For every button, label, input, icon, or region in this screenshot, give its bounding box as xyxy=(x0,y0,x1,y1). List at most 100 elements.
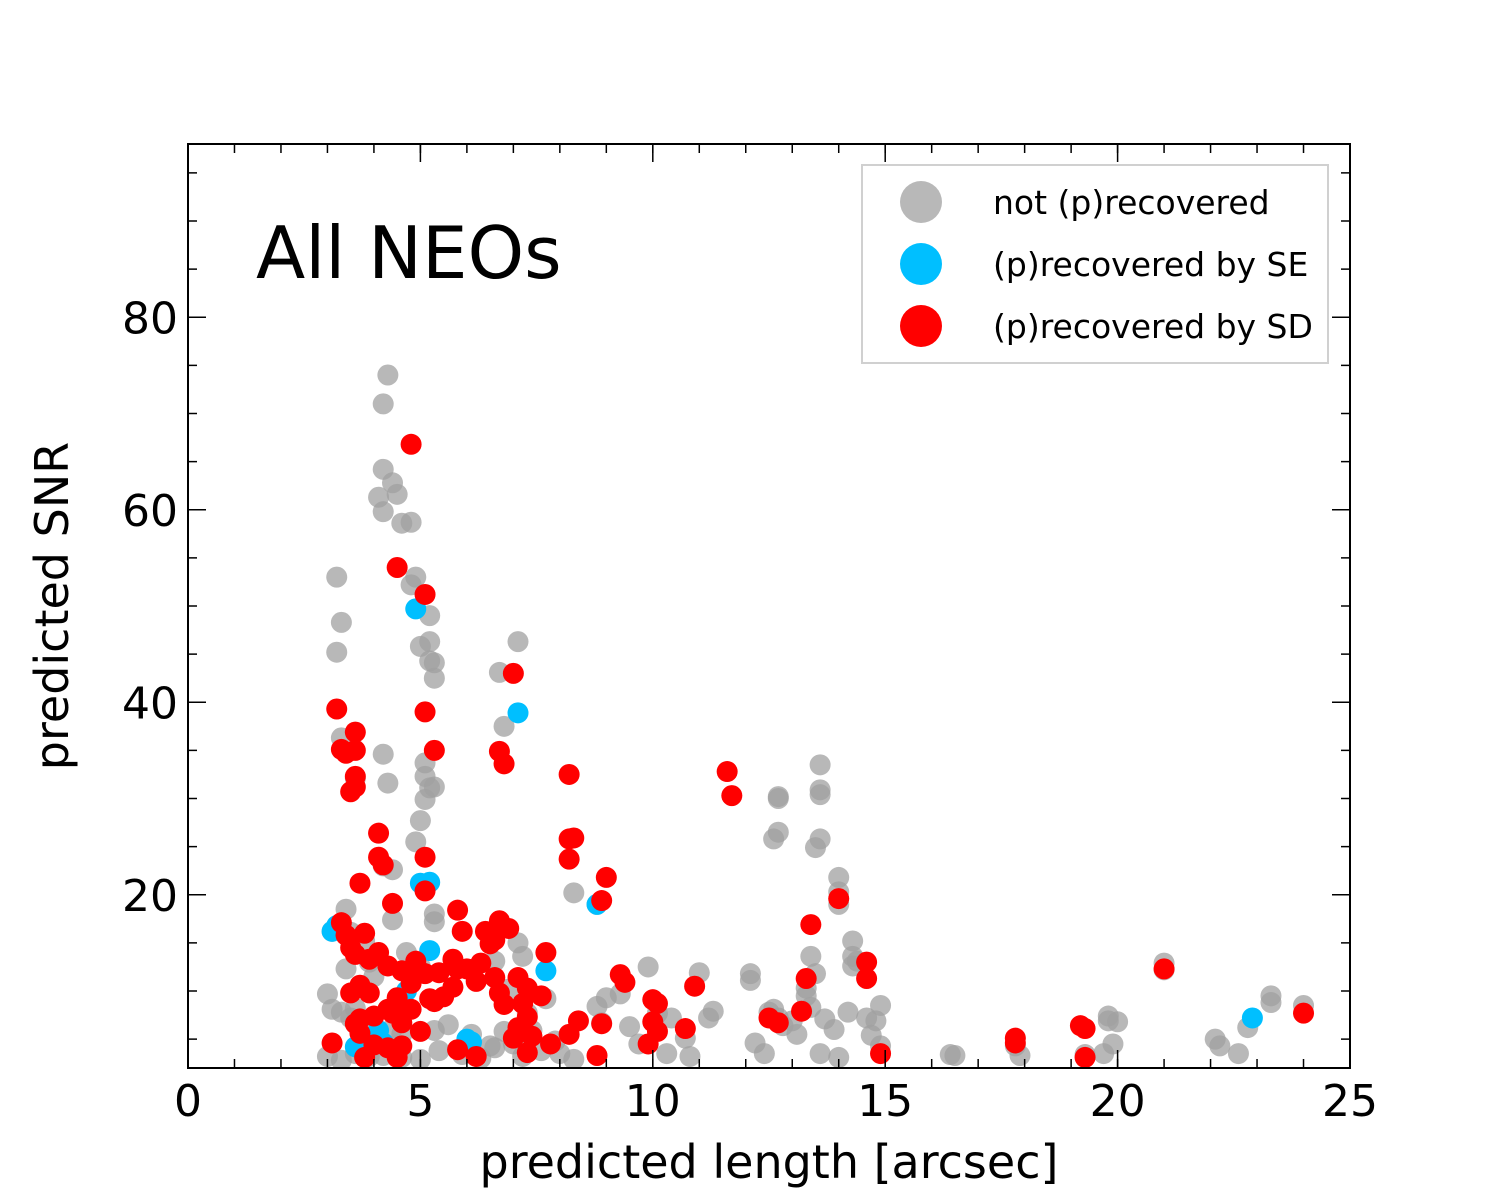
data-point-series-0 xyxy=(563,1048,585,1068)
data-point-series-2 xyxy=(451,920,473,942)
data-point-series-0 xyxy=(763,828,785,850)
y-tick-label: 20 xyxy=(122,871,178,922)
data-point-series-2 xyxy=(1153,958,1175,980)
data-point-series-0 xyxy=(619,1016,641,1038)
data-point-series-2 xyxy=(414,846,436,868)
data-point-series-0 xyxy=(326,641,348,663)
data-point-series-2 xyxy=(340,781,362,803)
data-point-series-0 xyxy=(837,1001,859,1023)
data-point-series-0 xyxy=(409,810,431,832)
data-point-series-2 xyxy=(326,698,348,720)
data-point-series-1 xyxy=(535,960,557,982)
legend-label-not-recovered: not (p)recovered xyxy=(993,183,1270,222)
data-point-series-2 xyxy=(674,1018,696,1040)
data-point-series-2 xyxy=(716,761,738,783)
data-point-series-0 xyxy=(484,1037,506,1059)
data-point-series-2 xyxy=(767,1012,789,1034)
data-point-series-2 xyxy=(828,888,850,910)
y-axis-title: predicted SNR xyxy=(25,442,79,770)
data-point-series-2 xyxy=(795,967,817,989)
points-layer xyxy=(316,364,1315,1068)
data-point-series-2 xyxy=(465,970,487,992)
data-point-series-2 xyxy=(502,662,524,684)
data-point-series-2 xyxy=(721,785,743,807)
data-point-series-2 xyxy=(870,1043,892,1065)
data-point-series-0 xyxy=(870,994,892,1016)
data-point-series-2 xyxy=(591,890,613,912)
data-point-series-0 xyxy=(512,945,534,967)
y-tick-label: 60 xyxy=(122,486,178,537)
data-point-series-0 xyxy=(679,1045,701,1067)
data-point-series-0 xyxy=(423,776,445,798)
data-point-series-2 xyxy=(646,993,668,1015)
data-point-series-2 xyxy=(465,1045,487,1067)
data-point-series-2 xyxy=(382,892,404,914)
data-point-series-2 xyxy=(637,1033,659,1055)
data-point-series-0 xyxy=(739,969,761,991)
data-point-series-0 xyxy=(377,364,399,386)
ticks-layer: 0 5 10 15 20 25 20 40 60 80 xyxy=(122,144,1378,1127)
data-point-series-0 xyxy=(1209,1035,1231,1057)
data-point-series-2 xyxy=(354,922,376,944)
data-point-series-1 xyxy=(507,702,529,724)
x-axis-title: predicted length [arcsec] xyxy=(480,1135,1059,1189)
data-point-series-0 xyxy=(809,754,831,776)
data-point-series-2 xyxy=(493,753,515,775)
data-point-series-2 xyxy=(354,1046,376,1068)
data-point-series-2 xyxy=(349,974,371,996)
data-point-series-0 xyxy=(944,1044,966,1066)
data-point-series-2 xyxy=(856,951,878,973)
data-point-series-0 xyxy=(809,1043,831,1065)
data-point-series-2 xyxy=(800,914,822,936)
data-point-series-2 xyxy=(447,899,469,921)
data-point-series-0 xyxy=(423,667,445,689)
data-point-series-2 xyxy=(558,848,580,870)
data-point-series-0 xyxy=(507,631,529,653)
data-point-series-0 xyxy=(767,788,789,809)
data-point-series-0 xyxy=(823,1019,845,1040)
data-point-series-2 xyxy=(479,933,501,955)
x-tick-label: 15 xyxy=(857,1076,913,1127)
data-point-series-2 xyxy=(1074,1046,1096,1068)
data-point-series-0 xyxy=(428,1040,450,1062)
data-point-series-2 xyxy=(595,866,617,888)
data-point-series-0 xyxy=(377,772,399,794)
legend-label-recovered-sd: (p)recovered by SD xyxy=(993,307,1313,346)
data-point-series-2 xyxy=(502,1027,524,1049)
data-point-series-0 xyxy=(804,837,826,859)
data-point-series-0 xyxy=(372,501,394,523)
data-point-series-0 xyxy=(656,1043,678,1065)
data-point-series-2 xyxy=(535,942,557,963)
data-point-series-2 xyxy=(558,763,580,785)
legend-marker-recovered-sd xyxy=(900,305,942,347)
data-point-series-2 xyxy=(414,880,436,902)
data-point-series-2 xyxy=(791,1000,813,1022)
data-point-series-0 xyxy=(1260,992,1282,1014)
data-point-series-0 xyxy=(372,743,394,765)
data-point-series-2 xyxy=(391,1035,413,1057)
data-point-series-2 xyxy=(447,958,469,980)
data-point-series-2 xyxy=(414,701,436,723)
data-point-series-2 xyxy=(349,872,371,894)
data-point-series-0 xyxy=(1093,1043,1115,1065)
x-tick-label: 10 xyxy=(625,1076,681,1127)
data-point-series-2 xyxy=(409,1020,431,1042)
data-point-series-2 xyxy=(368,822,390,844)
data-point-series-2 xyxy=(391,1012,413,1034)
x-tick-label: 20 xyxy=(1090,1076,1146,1127)
data-point-series-0 xyxy=(437,1014,459,1036)
data-point-series-0 xyxy=(842,930,864,952)
data-point-series-2 xyxy=(493,993,515,1015)
data-point-series-0 xyxy=(330,611,352,633)
x-tick-label: 25 xyxy=(1322,1076,1378,1127)
data-point-series-2 xyxy=(419,988,441,1010)
data-point-series-0 xyxy=(423,911,445,933)
data-point-series-2 xyxy=(563,827,585,849)
data-point-series-0 xyxy=(405,831,427,853)
y-tick-label: 80 xyxy=(122,293,178,344)
data-point-series-0 xyxy=(382,909,404,931)
legend-marker-recovered-se xyxy=(900,243,942,285)
data-point-series-2 xyxy=(516,1042,538,1064)
data-point-series-2 xyxy=(591,1013,613,1035)
